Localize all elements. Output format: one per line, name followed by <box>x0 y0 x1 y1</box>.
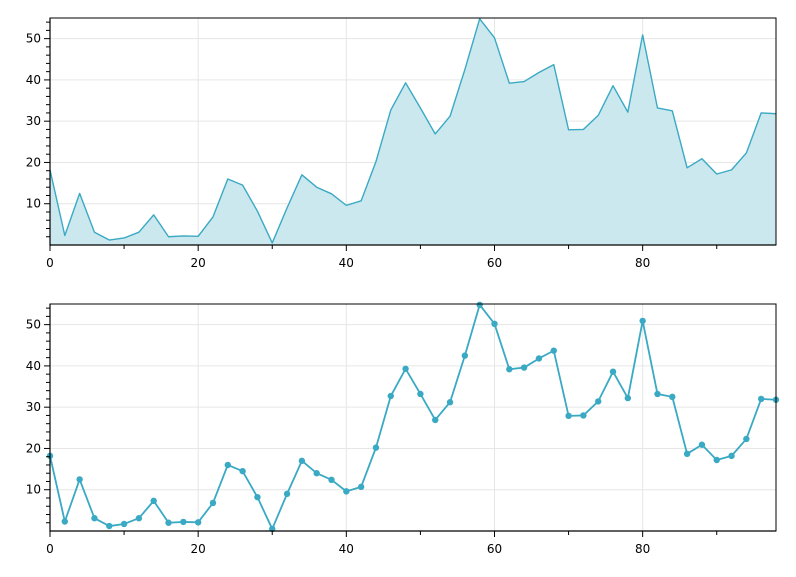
data-point <box>298 457 306 465</box>
y-tick-label: 50 <box>26 318 41 332</box>
area-fill <box>50 18 776 245</box>
chart-panel-2: 10 20 30 40 50 0 20 40 60 80 <box>26 301 780 556</box>
data-point <box>76 476 83 483</box>
data-point <box>713 456 720 464</box>
data-point <box>432 416 439 424</box>
data-point <box>387 392 394 400</box>
data-point <box>402 365 409 372</box>
data-point <box>328 476 335 484</box>
chart-panel-1: 10 20 30 40 50 0 20 40 60 80 <box>26 17 777 270</box>
data-point <box>239 467 246 475</box>
data-point <box>106 522 113 530</box>
x-tick-label: 40 <box>339 256 354 270</box>
x-tick-label: 20 <box>191 256 206 270</box>
data-point <box>506 366 513 373</box>
data-point <box>120 520 128 528</box>
x-tick-label: 20 <box>191 542 206 556</box>
series-line <box>49 303 777 530</box>
data-point <box>61 518 69 525</box>
data-point <box>150 497 157 505</box>
data-point <box>254 493 261 501</box>
y-tick-label: 40 <box>26 359 41 373</box>
data-point <box>446 399 454 406</box>
y-tick-label: 30 <box>26 114 41 128</box>
data-point <box>624 394 632 402</box>
series-line <box>49 18 777 244</box>
data-point <box>180 518 187 526</box>
data-point <box>669 393 676 401</box>
data-point <box>491 320 498 328</box>
y-tick-label: 20 <box>26 155 41 169</box>
y-tick-label: 50 <box>26 32 41 46</box>
data-point <box>535 355 543 362</box>
data-point <box>728 452 735 460</box>
x-tick-label: 80 <box>635 542 650 556</box>
x-tick-label: 60 <box>487 542 502 556</box>
data-point <box>209 499 217 507</box>
data-point <box>91 515 98 522</box>
data-point <box>565 412 572 420</box>
x-tick-label: 0 <box>46 542 54 556</box>
data-point <box>580 412 587 419</box>
y-tick-label: 10 <box>26 197 41 211</box>
data-point <box>654 390 661 398</box>
data-point <box>372 444 380 451</box>
plot-frame <box>49 303 777 532</box>
data-point <box>313 470 320 477</box>
data-point <box>135 515 143 522</box>
data-point <box>550 347 557 354</box>
data-point <box>757 395 765 403</box>
x-tick-label: 0 <box>46 256 54 270</box>
x-tick-label: 60 <box>487 256 502 270</box>
data-point <box>609 368 617 375</box>
data-point <box>698 441 706 448</box>
x-tick-label: 40 <box>339 542 354 556</box>
data-point <box>283 490 291 498</box>
data-point <box>476 301 483 309</box>
y-tick-label: 20 <box>26 441 41 455</box>
y-tick-label: 10 <box>26 483 41 497</box>
data-point <box>461 352 469 359</box>
data-point <box>595 398 602 405</box>
data-point <box>417 390 424 398</box>
data-point <box>194 519 202 526</box>
data-point <box>343 488 350 495</box>
data-point <box>520 364 528 371</box>
data-point <box>357 483 365 491</box>
data-point <box>165 519 172 526</box>
data-point <box>639 317 646 325</box>
data-point <box>743 435 750 443</box>
y-tick-label: 30 <box>26 400 41 414</box>
data-point <box>683 450 691 458</box>
data-point <box>224 461 231 469</box>
y-tick-label: 40 <box>26 73 41 87</box>
x-tick-label: 80 <box>635 256 650 270</box>
